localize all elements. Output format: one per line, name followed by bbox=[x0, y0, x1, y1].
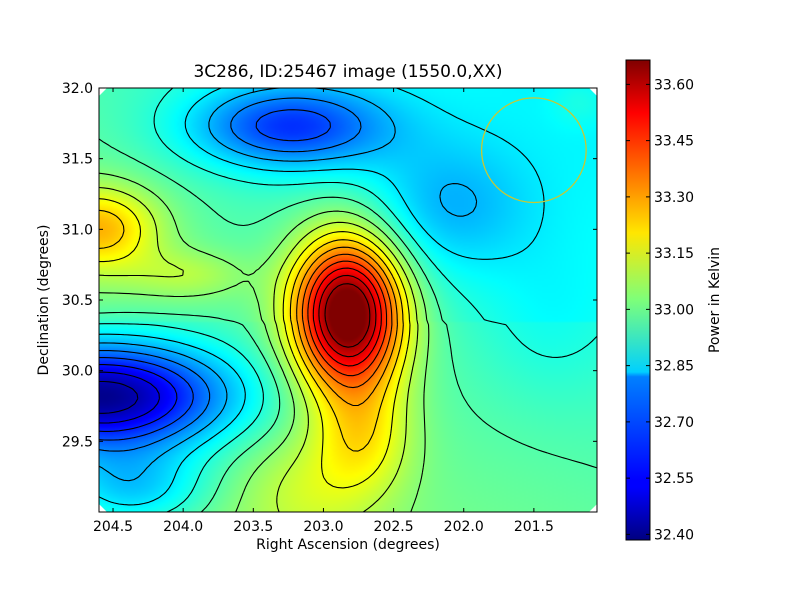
x-tick-label: 203.5 bbox=[233, 519, 273, 535]
contour-line bbox=[99, 364, 178, 432]
y-axis-label: Declination (degrees) bbox=[36, 225, 52, 376]
colorbar-gradient bbox=[625, 59, 651, 541]
contour-line bbox=[312, 267, 382, 367]
x-tick-label: 201.5 bbox=[514, 519, 554, 535]
heatmap-plot-area bbox=[98, 87, 598, 513]
y-tick-label: 29.5 bbox=[62, 434, 93, 450]
x-tick-label: 202.0 bbox=[444, 519, 484, 535]
heatmap-image bbox=[99, 88, 597, 512]
contour-line bbox=[296, 246, 398, 407]
contour-line bbox=[99, 172, 430, 512]
colorbar-tick-label: 33.15 bbox=[654, 246, 694, 262]
colorbar-tick-label: 32.40 bbox=[654, 527, 694, 543]
chart-title: 3C286, ID:25467 image (1550.0,XX) bbox=[193, 62, 503, 82]
colorbar-label: Power in Kelvin bbox=[707, 247, 723, 353]
y-tick-label: 32.0 bbox=[62, 81, 93, 97]
contour-line bbox=[99, 88, 478, 482]
contour-line bbox=[318, 274, 377, 358]
colorbar-tick-label: 32.85 bbox=[654, 359, 694, 375]
contour-line bbox=[307, 260, 388, 377]
contour-line bbox=[99, 97, 362, 452]
beam-circle bbox=[480, 97, 587, 204]
y-tick-label: 30.5 bbox=[62, 293, 93, 309]
contour-lines bbox=[99, 88, 597, 512]
contour-line bbox=[99, 138, 597, 512]
y-tick-label: 30.0 bbox=[62, 364, 93, 380]
x-axis: 204.5 204.0 203.5 203.0 202.5 202.0 201.5 bbox=[93, 88, 554, 535]
x-axis-label: Right Ascension (degrees) bbox=[256, 537, 440, 553]
x-tick-label: 204.5 bbox=[93, 519, 133, 535]
colorbar-tick-label: 33.45 bbox=[654, 134, 694, 150]
contour-line bbox=[99, 186, 419, 512]
x-tick-label: 204.0 bbox=[163, 519, 203, 535]
y-tick-label: 31.5 bbox=[62, 152, 93, 168]
contour-line bbox=[99, 88, 545, 506]
x-tick-label: 203.0 bbox=[303, 519, 343, 535]
contour-line bbox=[99, 380, 139, 414]
contour-line bbox=[324, 283, 371, 348]
contour-line bbox=[99, 371, 160, 424]
contour-line bbox=[99, 209, 404, 452]
contour-line bbox=[99, 88, 597, 512]
colorbar-tick-label: 33.00 bbox=[654, 302, 694, 318]
contour-line bbox=[301, 253, 393, 389]
colorbar: 32.40 32.55 32.70 32.85 33.00 33.15 33.30 33.45… bbox=[625, 59, 723, 543]
colorbar-tick-label: 32.55 bbox=[654, 471, 694, 487]
y-tick-label: 31.0 bbox=[62, 222, 93, 238]
colorbar-tick-label: 33.60 bbox=[654, 77, 694, 93]
y-axis: 29.5 30.0 30.5 31.0 31.5 32.0 bbox=[62, 81, 597, 450]
contour-line bbox=[99, 109, 331, 441]
contour-line bbox=[99, 198, 411, 489]
colorbar-tick-label: 33.30 bbox=[654, 190, 694, 206]
colorbar-ticks: 32.40 32.55 32.70 32.85 33.00 33.15 33.30 33.45… bbox=[626, 77, 694, 543]
colorbar-tick-label: 32.70 bbox=[654, 415, 694, 431]
x-tick-label: 202.5 bbox=[374, 519, 414, 535]
